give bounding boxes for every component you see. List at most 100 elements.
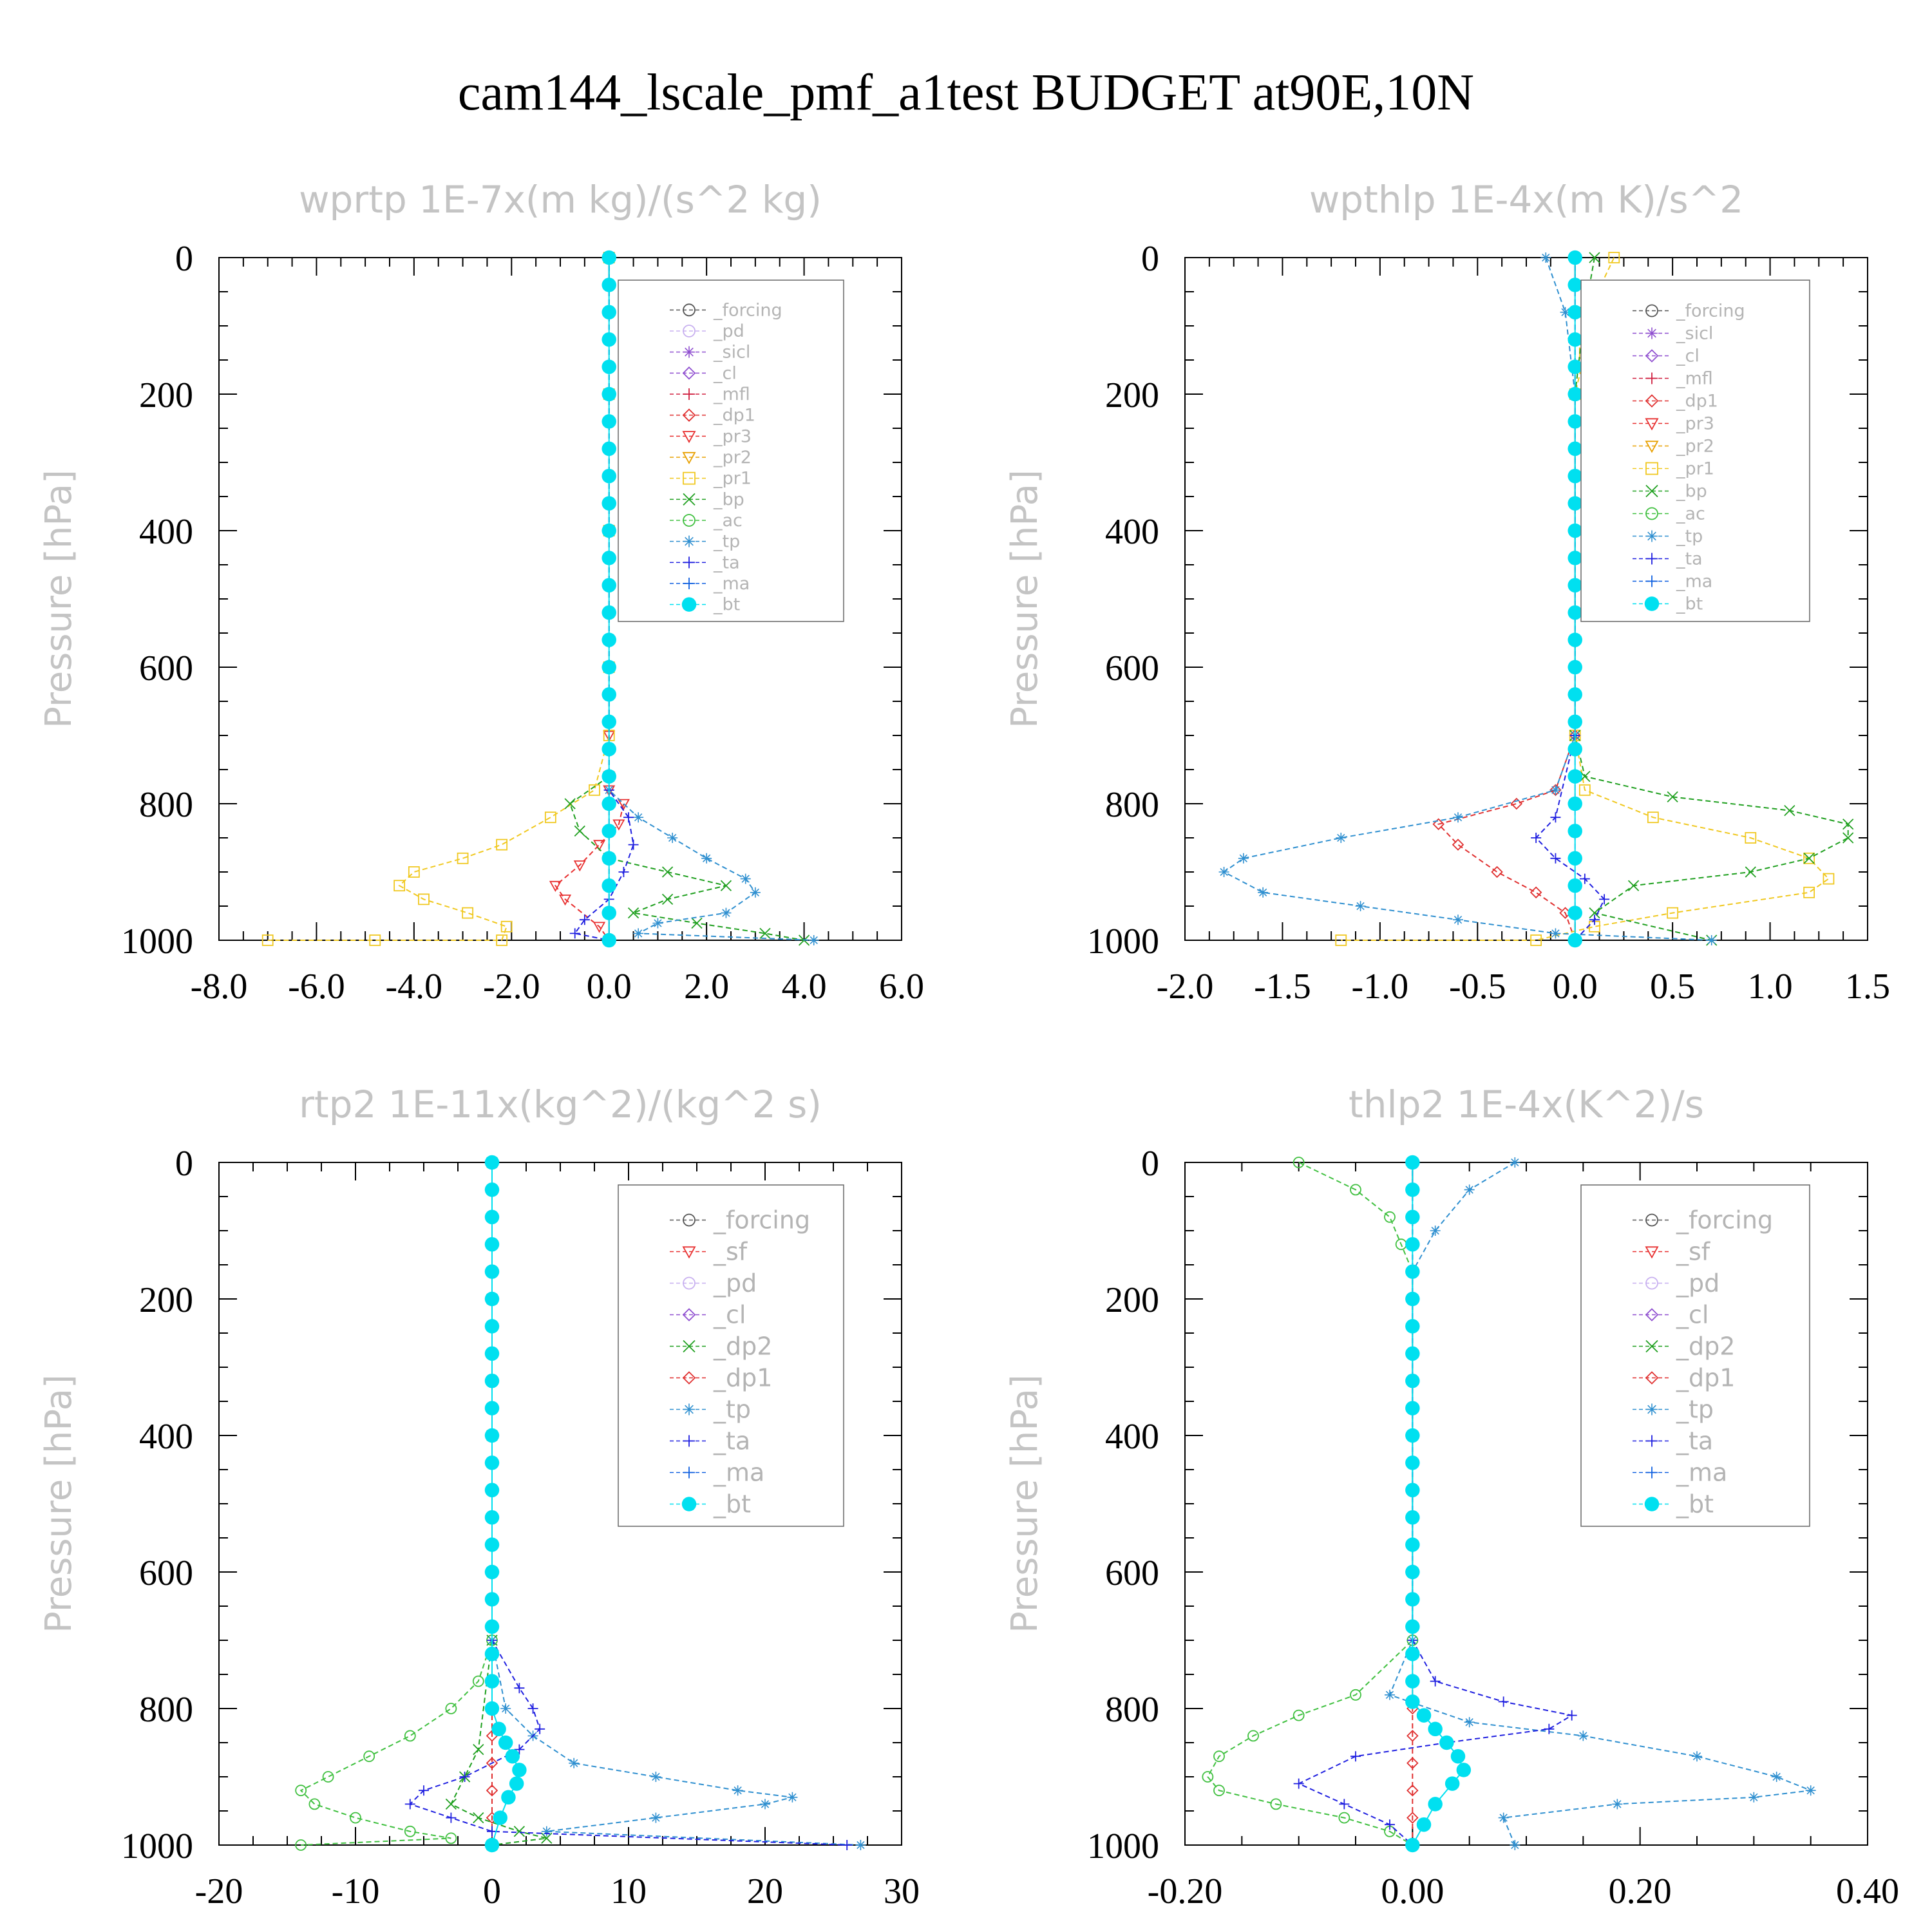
data-point-bt: [601, 496, 616, 511]
series-line-tp: [1388, 1162, 1812, 1846]
data-point-dp1: [322, 1771, 334, 1783]
data-point-ta: [1579, 873, 1590, 884]
data-point-dp1: [1202, 1771, 1214, 1783]
data-point-tp: [787, 1792, 798, 1803]
data-point-bp: [661, 893, 674, 905]
legend: _forcing_pd_sicl_cl_mfl_dp1_pr3_pr2_pr1_…: [618, 279, 844, 622]
data-point-bt: [484, 1346, 500, 1361]
legend-entry: _dp1: [1676, 392, 1718, 412]
data-point-ta: [842, 1840, 853, 1850]
legend-marker: [681, 1497, 697, 1511]
legend-marker: [1645, 1340, 1658, 1353]
legend-marker: [682, 431, 696, 444]
data-point-bt: [484, 1182, 500, 1197]
data-point-bt: [484, 1482, 500, 1498]
data-point-bt: [509, 1776, 524, 1791]
legend-marker: [683, 1435, 695, 1447]
legend-marker: [683, 556, 695, 569]
data-point-bt: [601, 359, 616, 374]
data-point-ta: [1350, 1751, 1361, 1762]
data-point-pr1: [589, 784, 600, 796]
y-axis-label: Pressure [hPa]: [38, 469, 80, 728]
y-tick-label: 800: [1105, 785, 1159, 825]
legend-marker: [1645, 1276, 1658, 1290]
data-point-bt: [493, 1810, 507, 1825]
data-point-bt: [1405, 1236, 1420, 1252]
data-point-bt: [512, 1763, 527, 1777]
legend-marker: [683, 303, 696, 317]
data-point-tp: [1578, 1730, 1589, 1741]
data-point-bt: [1444, 1776, 1460, 1791]
data-point-bt: [601, 386, 616, 402]
data-point-tp: [1510, 1840, 1520, 1850]
data-point-tp: [667, 833, 678, 843]
series-group: [295, 1155, 866, 1853]
data-point-bt: [1405, 1674, 1420, 1689]
legend-entry: _tp: [713, 532, 740, 552]
x-tick-label: 0.5: [1650, 967, 1695, 1007]
legend-entry: _pr2: [713, 448, 752, 468]
data-point-dp2: [473, 1812, 484, 1824]
x-tick-label: 1.0: [1748, 967, 1793, 1007]
data-point-tp: [1692, 1751, 1702, 1762]
data-point-bt: [1405, 1155, 1420, 1170]
data-point-pr1: [496, 934, 508, 946]
x-tick-label: 4.0: [782, 967, 827, 1007]
legend-entry: _cl: [1676, 1301, 1709, 1329]
legend-marker: [1645, 507, 1658, 520]
data-point-tp: [855, 1840, 866, 1850]
data-point-bt: [601, 632, 616, 647]
legend-entry: _mfl: [1676, 369, 1713, 389]
data-point-pr1: [457, 852, 469, 864]
data-point-bt: [1405, 1182, 1420, 1197]
data-point-bt: [601, 905, 616, 920]
data-point-dp1: [1491, 866, 1503, 878]
data-point-tp: [652, 918, 663, 929]
series-line-pr1: [1341, 257, 1830, 941]
data-point-bt: [1450, 1748, 1466, 1764]
data-point-bt: [1567, 851, 1582, 866]
x-tick-label: -2.0: [483, 967, 540, 1007]
legend-marker: [1645, 349, 1659, 363]
legend-entry: _pr1: [1676, 459, 1714, 479]
legend-marker: [681, 597, 697, 612]
legend-marker: [1645, 1213, 1658, 1227]
data-point-bt: [1405, 1291, 1420, 1307]
data-point-bp: [1589, 907, 1600, 919]
data-point-bp: [720, 880, 732, 891]
data-point-tp: [569, 1757, 580, 1768]
x-tick-label: -4.0: [386, 967, 443, 1007]
legend-entry: _cl: [713, 1301, 746, 1329]
data-point-dp1: [1247, 1730, 1259, 1742]
x-tick-label: -0.5: [1449, 967, 1506, 1007]
data-point-bt: [1428, 1797, 1443, 1812]
data-point-bt: [1567, 796, 1582, 811]
data-point-pr1: [500, 920, 513, 933]
panel-title: thlp2 1E-4x(K^2)/s: [1349, 1083, 1704, 1126]
y-tick-label: 600: [139, 1553, 193, 1593]
data-point-dp1: [1270, 1798, 1282, 1810]
y-tick-label: 200: [1105, 375, 1159, 415]
y-tick-label: 800: [139, 785, 193, 825]
data-point-bt: [484, 1209, 500, 1225]
data-point-pr1: [1745, 832, 1757, 844]
data-point-pr1: [1608, 252, 1620, 263]
legend-entry: _forcing: [713, 1206, 810, 1235]
data-point-bp: [564, 798, 576, 810]
data-point-bt: [484, 1373, 500, 1388]
legend-entry: _pd: [1676, 1269, 1719, 1298]
x-tick-label: 1.5: [1845, 967, 1890, 1007]
legend-box: [618, 279, 844, 622]
data-point-bp: [1842, 819, 1854, 830]
legend-entry: _pr2: [1676, 437, 1714, 457]
legend-marker: [1646, 1435, 1658, 1447]
data-point-bt: [1405, 1694, 1420, 1709]
series-line-dp1: [1207, 1162, 1414, 1846]
legend-entry: _ta: [713, 553, 740, 573]
y-axis-label: Pressure [hPa]: [1004, 469, 1046, 728]
data-point-ta: [1550, 853, 1561, 864]
data-point-dp1: [1510, 797, 1523, 810]
figure-title: cam144_lscale_pmf_a1test BUDGET at90E,10…: [458, 64, 1474, 121]
x-tick-label: -8.0: [191, 967, 248, 1007]
legend-marker: [1645, 304, 1658, 317]
